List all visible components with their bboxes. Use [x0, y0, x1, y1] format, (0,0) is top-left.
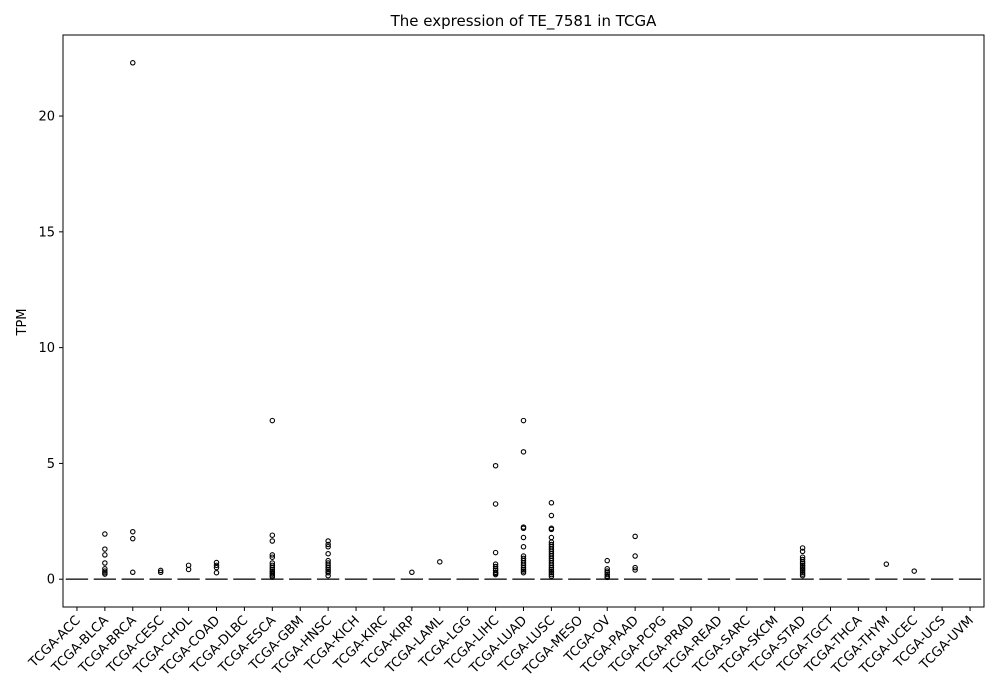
outlier-point	[325, 564, 331, 571]
outlier-point	[520, 417, 527, 424]
outlier-point	[325, 569, 331, 576]
outlier-point	[520, 569, 527, 576]
outlier-point	[548, 534, 555, 541]
outlier-point	[213, 569, 220, 576]
outlier-point	[130, 535, 136, 542]
outlier-point	[409, 569, 415, 576]
outlier-point	[520, 544, 527, 550]
outlier-point	[325, 572, 331, 579]
outlier-point	[799, 569, 806, 576]
outlier-point	[799, 572, 806, 579]
plot-area	[65, 60, 982, 581]
outlier-point	[437, 559, 443, 565]
outlier-point	[548, 564, 555, 571]
outlier-point	[492, 462, 499, 469]
outlier-point	[157, 569, 164, 576]
outlier-point	[325, 541, 331, 548]
outlier-point	[520, 564, 527, 571]
plot-frame	[62, 34, 985, 608]
outlier-point	[130, 528, 136, 535]
y-tick-label: 0	[47, 573, 55, 588]
outlier-point	[548, 500, 555, 506]
outlier-point	[213, 562, 220, 569]
outlier-point	[102, 552, 108, 558]
outlier-point	[102, 546, 108, 552]
outlier-point	[325, 538, 331, 544]
outlier-point	[213, 564, 220, 571]
outlier-point	[799, 548, 806, 555]
outlier-point	[799, 567, 806, 574]
outlier-point	[548, 526, 555, 533]
outlier-point	[548, 569, 555, 576]
chart-title: The expression of TE_7581 in TCGA	[390, 12, 657, 31]
y-axis: 0 5 10 15 20	[38, 110, 63, 588]
outlier-point	[102, 560, 108, 566]
outlier-point	[492, 549, 499, 556]
y-tick-label: 15	[38, 225, 55, 240]
outlier-point	[632, 567, 638, 573]
outlier-point	[269, 554, 276, 560]
outlier-point	[604, 571, 610, 578]
outlier-point	[883, 561, 890, 567]
y-axis-label: TPM	[15, 309, 30, 337]
outlier-point	[604, 574, 610, 581]
outlier-point	[520, 534, 527, 541]
outlier-point	[548, 573, 555, 580]
y-tick-label: 20	[38, 110, 55, 125]
outlier-point	[130, 569, 136, 576]
outlier-point	[269, 538, 276, 544]
outlier-point	[632, 564, 638, 571]
outlier-point	[130, 60, 136, 66]
outlier-point	[548, 571, 555, 578]
outlier-point	[102, 571, 108, 577]
outlier-point	[157, 567, 164, 574]
outlier-point	[604, 557, 610, 564]
x-axis: TCGA-ACCTCGA-BLCATCGA-BRCATCGA-CESCTCGA-…	[26, 607, 977, 679]
outlier-point	[492, 571, 499, 578]
outlier-point	[269, 532, 276, 538]
outlier-point	[911, 568, 917, 574]
outlier-point	[185, 566, 192, 573]
outlier-point	[325, 544, 331, 550]
outlier-point	[492, 501, 499, 507]
y-tick-label: 5	[47, 457, 55, 472]
outlier-point	[548, 512, 555, 519]
outlier-point	[269, 417, 276, 424]
outlier-point	[632, 553, 638, 559]
outlier-point	[520, 449, 527, 455]
outlier-point	[799, 545, 806, 551]
outlier-point	[799, 562, 806, 569]
outlier-point	[325, 550, 331, 557]
outlier-point	[102, 531, 108, 537]
outlier-point	[632, 533, 638, 540]
outlier-point	[520, 525, 527, 532]
outlier-point	[799, 560, 806, 567]
outlier-point	[269, 574, 276, 580]
outlier-point	[269, 564, 276, 571]
outlier-point	[213, 559, 220, 566]
outlier-point	[269, 552, 276, 558]
y-tick-label: 10	[38, 341, 55, 356]
